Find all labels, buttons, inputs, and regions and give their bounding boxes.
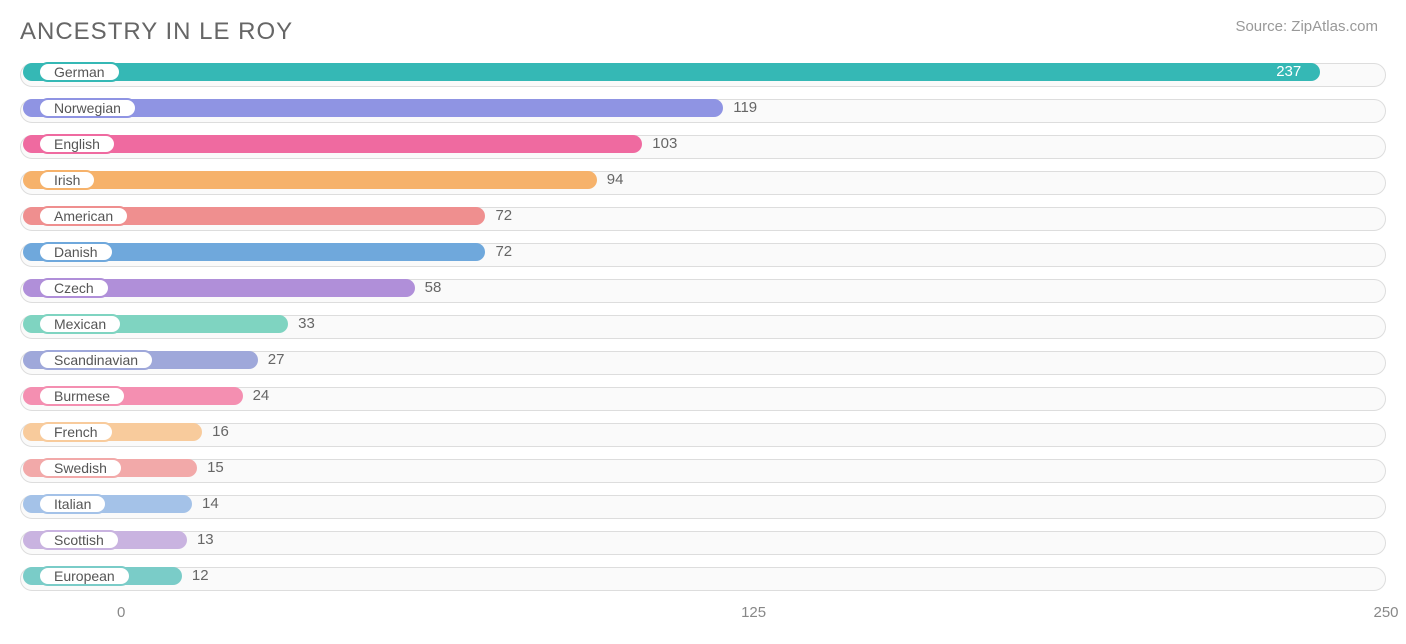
bar-row: German 237 — [20, 60, 1386, 90]
bar-value-label: 58 — [425, 279, 442, 296]
chart-header: Ancestry in Le Roy Source: ZipAtlas.com — [0, 0, 1406, 54]
chart-title: Ancestry in Le Roy — [20, 18, 293, 46]
bar-row: Danish 72 — [20, 240, 1386, 270]
bar-label-pill: Irish — [38, 170, 96, 190]
chart-plot-area: German 237 Norwegian 119 English 103 Irish 94 Am… — [0, 54, 1406, 594]
bar-value-label: 72 — [495, 207, 512, 224]
bar-value-label: 72 — [495, 243, 512, 260]
bar-value-label: 13 — [197, 531, 214, 548]
bar-value-label: 94 — [607, 171, 624, 188]
bar-row: Swedish 15 — [20, 456, 1386, 486]
x-axis: 0125250 — [20, 600, 1386, 630]
bar-row: Mexican 33 — [20, 312, 1386, 342]
bar-row: Czech 58 — [20, 276, 1386, 306]
bar — [23, 63, 1320, 81]
bar-row: Irish 94 — [20, 168, 1386, 198]
bar-value-label: 15 — [207, 459, 224, 476]
bar-label-pill: European — [38, 566, 131, 586]
bar-label-pill: Danish — [38, 242, 114, 262]
bar-label-pill: Burmese — [38, 386, 126, 406]
bar-row: Scottish 13 — [20, 528, 1386, 558]
bar-value-label: 27 — [268, 351, 285, 368]
bar-row: Burmese 24 — [20, 384, 1386, 414]
bar-label-pill: German — [38, 62, 121, 82]
bar-value-label: 237 — [1276, 63, 1301, 80]
bar-label-pill: Scottish — [38, 530, 120, 550]
bar-track — [20, 459, 1386, 483]
bar-track — [20, 531, 1386, 555]
bar-row: Italian 14 — [20, 492, 1386, 522]
bar-row: Norwegian 119 — [20, 96, 1386, 126]
bar-label-pill: Czech — [38, 278, 110, 298]
bar-row: French 16 — [20, 420, 1386, 450]
chart-source: Source: ZipAtlas.com — [1235, 18, 1378, 35]
bar-label-pill: Mexican — [38, 314, 122, 334]
bar-label-pill: Italian — [38, 494, 107, 514]
bar-track — [20, 495, 1386, 519]
bar-row: Scandinavian 27 — [20, 348, 1386, 378]
bar-track — [20, 567, 1386, 591]
bar-value-label: 103 — [652, 135, 677, 152]
bar-label-pill: Scandinavian — [38, 350, 154, 370]
bar-value-label: 14 — [202, 495, 219, 512]
bar-label-pill: English — [38, 134, 116, 154]
bar-value-label: 12 — [192, 567, 209, 584]
bar-label-pill: Swedish — [38, 458, 123, 478]
bar-label-pill: Norwegian — [38, 98, 137, 118]
bar-value-label: 24 — [253, 387, 270, 404]
bar-row: English 103 — [20, 132, 1386, 162]
axis-tick-label: 125 — [741, 604, 766, 621]
axis-tick-label: 250 — [1373, 604, 1398, 621]
bar-row: European 12 — [20, 564, 1386, 594]
bar-value-label: 119 — [733, 99, 757, 116]
axis-tick-label: 0 — [117, 604, 125, 621]
bar-value-label: 33 — [298, 315, 315, 332]
bar-label-pill: French — [38, 422, 114, 442]
bar-value-label: 16 — [212, 423, 229, 440]
bar-label-pill: American — [38, 206, 129, 226]
bar — [23, 171, 597, 189]
bar-row: American 72 — [20, 204, 1386, 234]
